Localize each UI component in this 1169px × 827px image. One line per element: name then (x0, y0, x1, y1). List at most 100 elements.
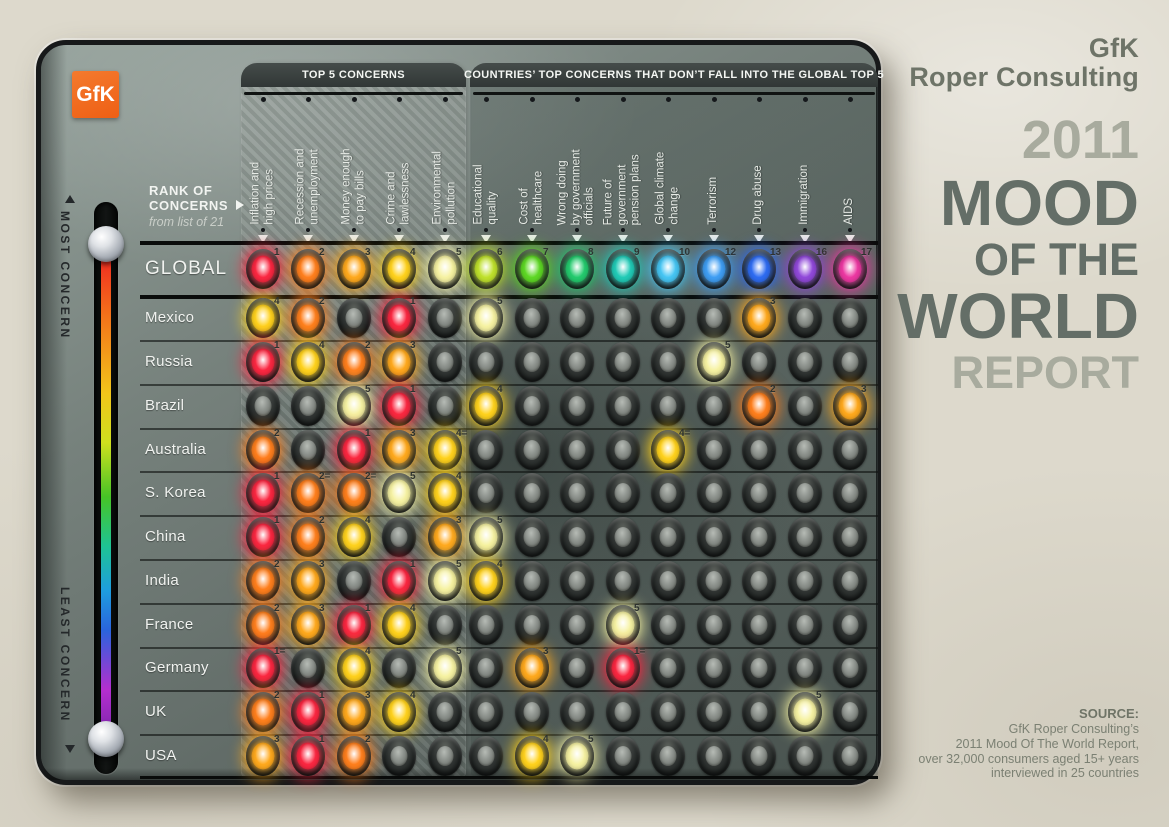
concern-dot-off (560, 430, 594, 470)
concern-dot-lit (651, 249, 685, 289)
rank-number: 3 (365, 247, 371, 258)
rank-number: 2= (365, 471, 377, 482)
dot-dome (436, 352, 454, 372)
dot-dome (796, 615, 814, 635)
rank-number: 3 (410, 428, 416, 439)
row-label-china: China (145, 528, 186, 545)
rank-number: 1 (410, 384, 416, 395)
row-label-mexico: Mexico (145, 309, 195, 326)
concern-dot-lit (337, 517, 371, 557)
dot-dome (611, 654, 635, 682)
triangle-down-icon (65, 745, 75, 753)
concern-dot-lit (515, 736, 549, 776)
dot-dome (387, 479, 411, 507)
concern-dot-lit (469, 386, 503, 426)
rank-number: 4 (274, 296, 280, 307)
column-bullet-icon (351, 97, 357, 102)
concern-dot-off (515, 473, 549, 513)
dot-dome (390, 527, 408, 547)
concern-dot-lit (291, 736, 325, 776)
slider-knob-top[interactable] (88, 226, 124, 262)
concern-dot-off (606, 473, 640, 513)
concern-slider-gradient (101, 245, 111, 739)
concern-dot-off (515, 605, 549, 645)
row-separator (140, 471, 878, 473)
concern-dot-lit (337, 342, 371, 382)
column-arrow-down-icon (709, 235, 719, 243)
dot-dome (705, 746, 723, 766)
top5-concerns-header: TOP 5 CONCERNS (241, 63, 466, 87)
dot-dome (750, 440, 768, 460)
dot-dome (750, 615, 768, 635)
dot-dome (841, 352, 859, 372)
dot-dome (436, 702, 454, 722)
dot-dome (841, 308, 859, 328)
concern-dot-off (651, 648, 685, 688)
concern-dot-off (469, 342, 503, 382)
dot-dome (251, 304, 275, 332)
rank-number: 2 (274, 603, 280, 614)
concern-dot-off (788, 517, 822, 557)
concern-dot-lit (428, 473, 462, 513)
rank-number: 10 (679, 247, 691, 258)
concern-dot-off (515, 298, 549, 338)
dot-dome (702, 255, 726, 283)
dot-dome (523, 308, 541, 328)
concern-dot-off (606, 298, 640, 338)
concern-dot-off (428, 605, 462, 645)
concern-dot-lit (337, 736, 371, 776)
dot-dome (523, 440, 541, 460)
dot-dome (296, 304, 320, 332)
concern-dot-off (833, 561, 867, 601)
concern-dot-off (337, 298, 371, 338)
concern-dot-off (742, 517, 776, 557)
dot-dome (614, 440, 632, 460)
dot-dome (296, 255, 320, 283)
concern-dot-off (560, 605, 594, 645)
concern-dot-off (515, 692, 549, 732)
rank-number: 1= (274, 646, 286, 657)
concern-dot-off (337, 561, 371, 601)
source-line: interviewed in 25 countries (991, 766, 1139, 781)
dot-dome (251, 436, 275, 464)
slider-knob-bottom[interactable] (88, 721, 124, 757)
triangle-up-icon (65, 195, 75, 203)
concern-dot-lit (742, 298, 776, 338)
concern-dot-lit (651, 430, 685, 470)
concern-dot-lit (246, 473, 280, 513)
rank-number: 4 (365, 646, 371, 657)
dot-dome (387, 567, 411, 595)
dot-dome (387, 611, 411, 639)
rank-number: 2 (365, 734, 371, 745)
concern-dot-off (788, 736, 822, 776)
concern-dot-off (788, 342, 822, 382)
concern-dot-lit (246, 605, 280, 645)
concern-dot-off (651, 517, 685, 557)
concern-dot-lit (788, 692, 822, 732)
concern-dot-lit (246, 342, 280, 382)
column-dot-icon (575, 228, 579, 232)
rank-number: 1 (365, 428, 371, 439)
column-arrow-down-icon (394, 235, 404, 243)
rank-number: 4 (319, 340, 325, 351)
dot-dome (342, 348, 366, 376)
row-label-brazil: Brazil (145, 397, 185, 414)
concern-dot-off (697, 430, 731, 470)
concern-dot-lit (382, 430, 416, 470)
concern-dot-off (788, 473, 822, 513)
rank-number: 5 (456, 646, 462, 657)
concern-dot-lit (833, 249, 867, 289)
row-separator (140, 384, 878, 386)
dot-dome (705, 658, 723, 678)
concern-dot-off (833, 430, 867, 470)
concern-dot-off (560, 386, 594, 426)
concern-dot-lit (246, 736, 280, 776)
dot-dome (251, 348, 275, 376)
rank-number: 3 (770, 296, 776, 307)
concern-dot-off (833, 736, 867, 776)
row-label-usa: USA (145, 747, 177, 764)
concern-dot-off (833, 692, 867, 732)
concern-dot-lit (428, 517, 462, 557)
rank-number: 5 (725, 340, 731, 351)
